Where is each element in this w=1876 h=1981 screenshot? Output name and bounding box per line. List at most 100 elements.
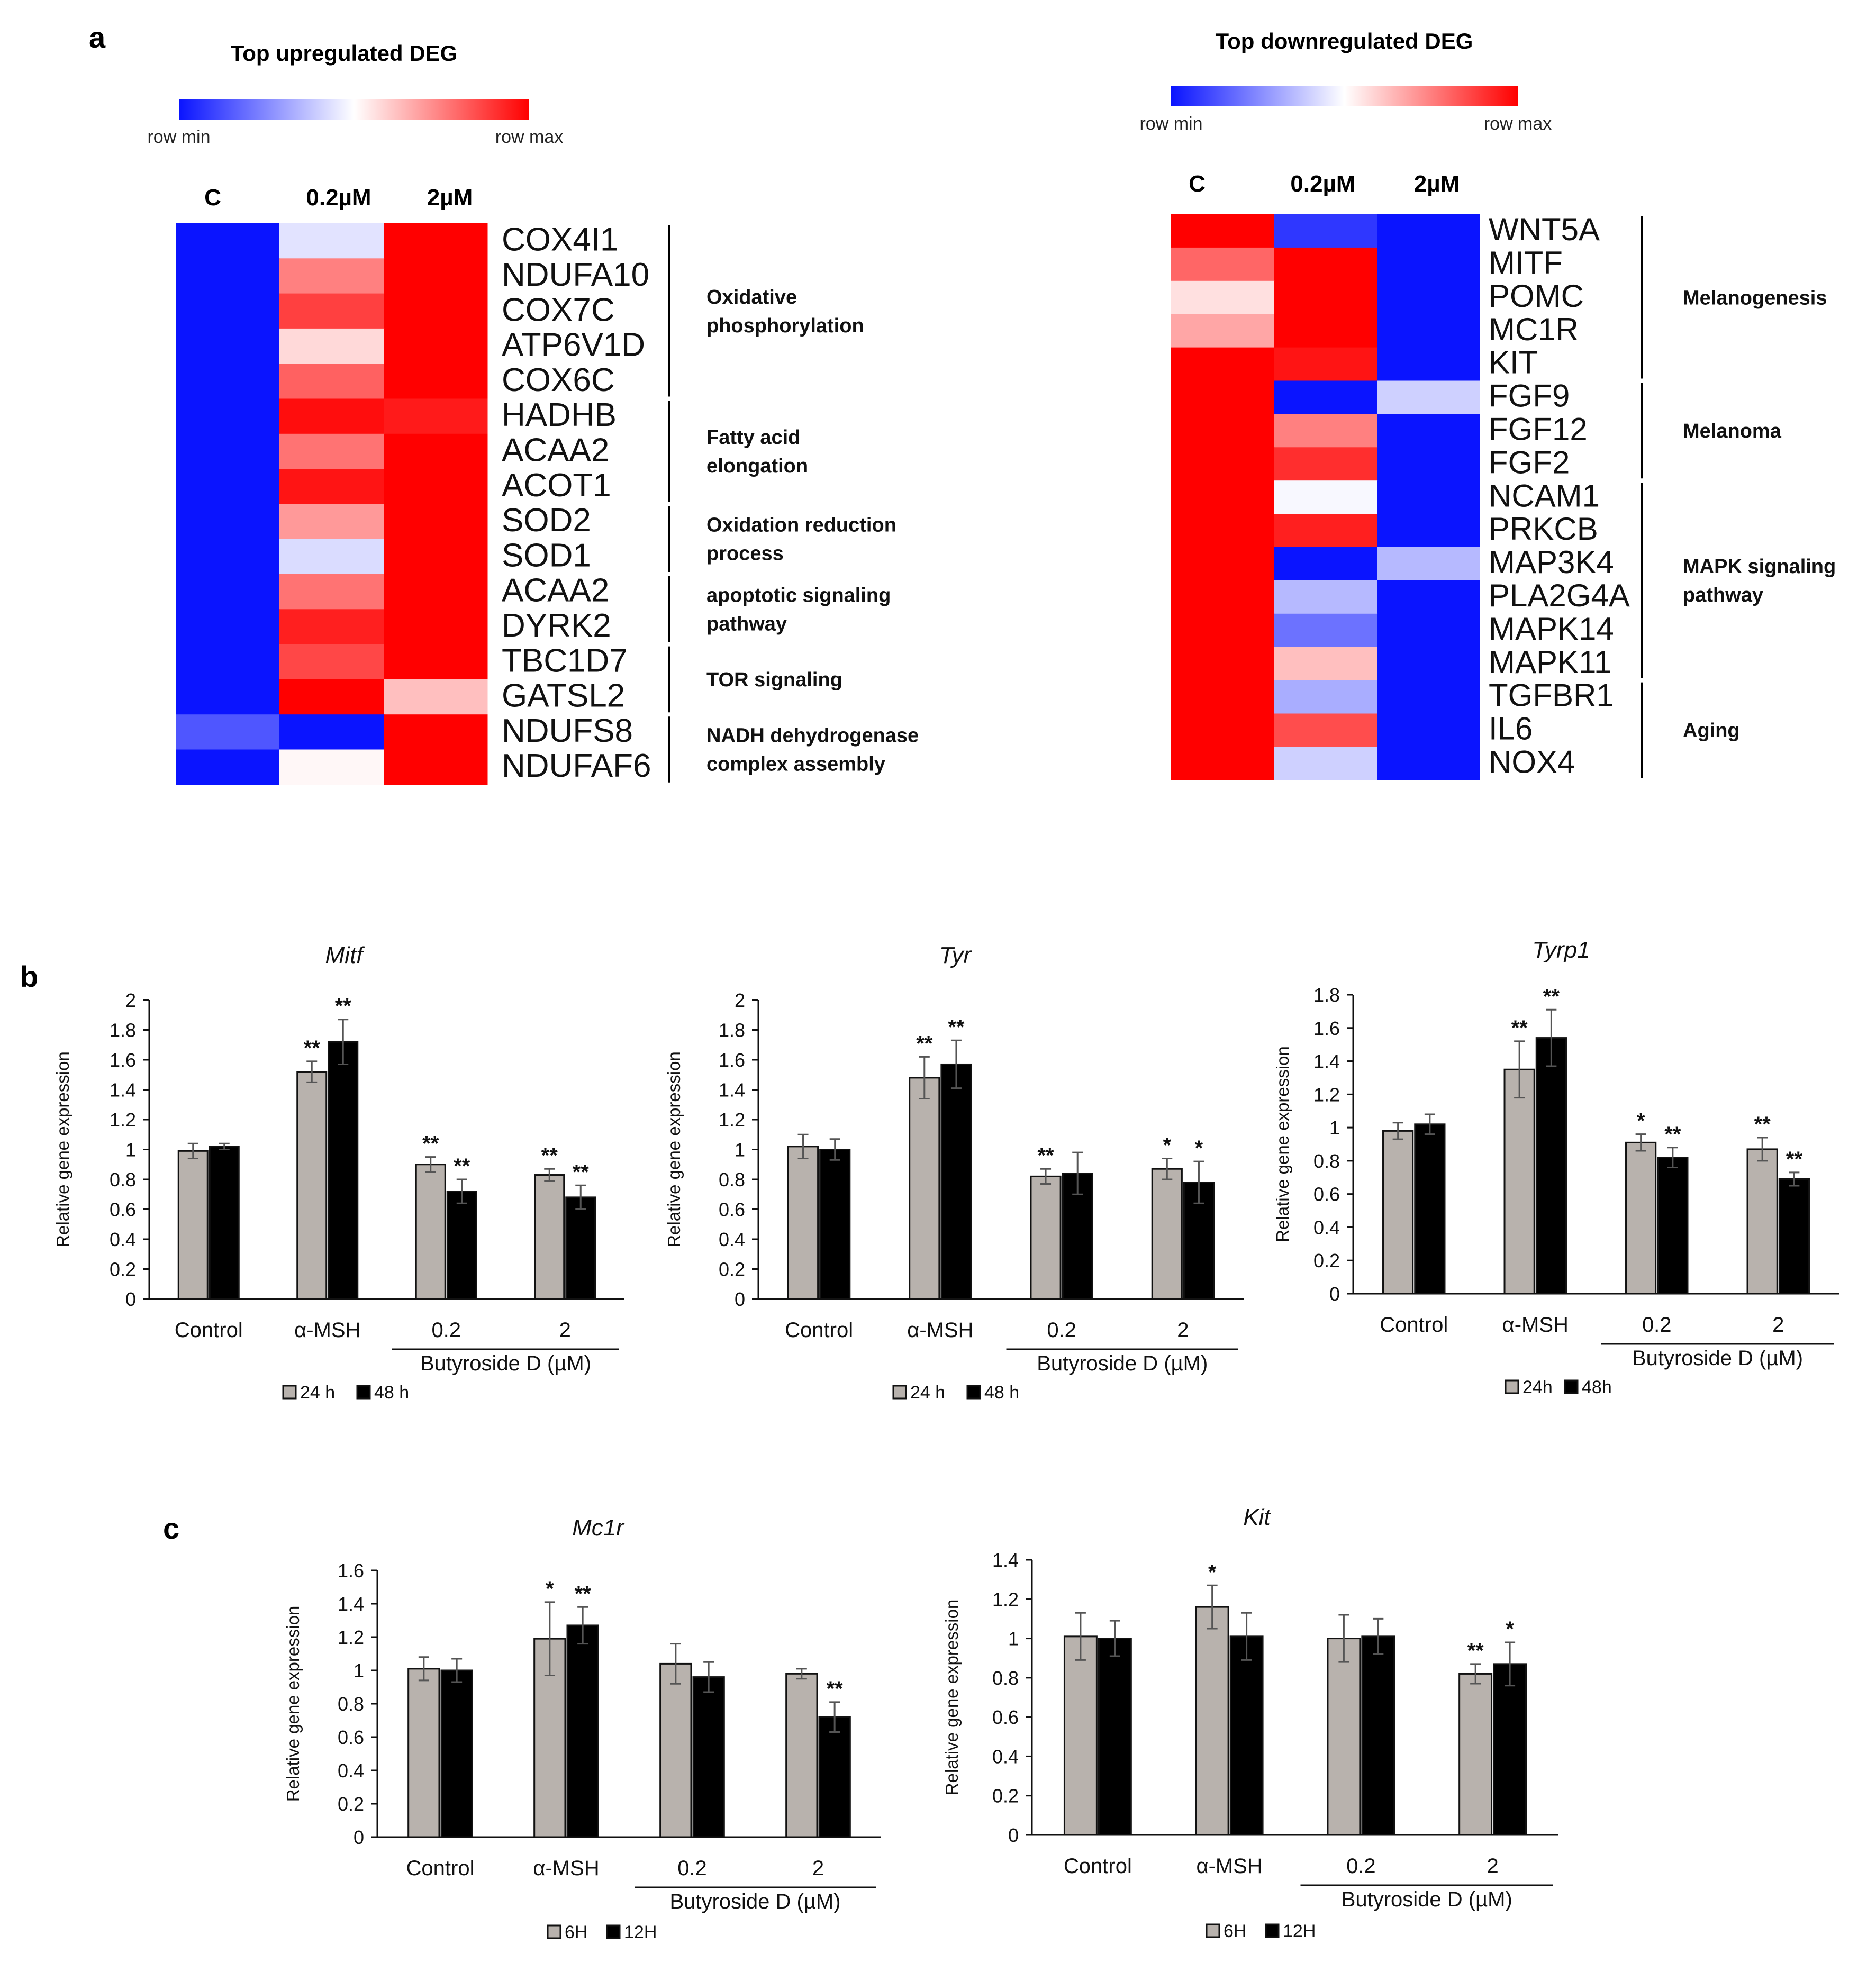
y-tick-label: 2 [125,989,136,1011]
group-label: pathway [706,613,787,635]
y-tick-label: 0.2 [338,1793,364,1815]
gene-label: GATSL2 [502,678,625,714]
chart-title: Mc1r [572,1515,625,1541]
heatmap-cell [1171,647,1275,681]
heatmap-cell [384,714,488,750]
heatmap-cell [1171,480,1275,514]
bar [328,1041,359,1300]
legend-swatch [282,1385,297,1400]
heatmap-cell [384,328,488,364]
y-tick-label: 0.4 [719,1229,745,1250]
legend-label: 48h [1582,1377,1612,1397]
significance-marker: ** [1754,1113,1771,1136]
gene-label: SOD1 [502,537,591,574]
gene-label: NDUFAF6 [502,748,651,784]
y-tick-label: 1.2 [110,1109,136,1131]
heatmap-cell [176,539,280,575]
x-group-label: Butyroside D (µM) [669,1890,840,1913]
bar [534,1174,565,1300]
heatmap-cell [1274,547,1378,581]
chart-tyrp1: Tyrp1 Relative gene expression 0 0.2 0.4 0.6 0… [1273,937,1839,1397]
x-category-label: α-MSH [907,1319,973,1342]
y-tick-label: 1.6 [719,1049,745,1071]
legend-label: 12H [1283,1921,1316,1941]
chart-mc1r: Mc1r Relative gene expression 0 0.2 0.4 0.6 0.… [283,1515,881,1942]
gene-label: IL6 [1489,711,1533,747]
x-category-label: 0.2 [1642,1313,1672,1337]
group-label: NADH dehydrogenase [706,725,919,747]
gene-label: NDUFS8 [502,713,633,749]
y-tick-label: 1.4 [992,1549,1019,1571]
significance-marker: * [1195,1137,1203,1160]
legend-swatch [1564,1379,1579,1394]
heatmap-cell [1274,713,1378,747]
heatmap-cell [1274,680,1378,714]
y-axis-label: Relative gene expression [664,1051,684,1248]
bar [1361,1635,1395,1836]
x-group-label: Butyroside D (µM) [420,1352,591,1375]
y-tick-label: 0.6 [719,1199,745,1221]
bar [659,1662,692,1838]
significance-marker: ** [573,1160,590,1184]
heatmap-cell [384,679,488,715]
x-group-label: Butyroside D (µM) [1342,1888,1512,1911]
heatmap-cell [384,574,488,610]
significance-marker: * [1637,1110,1645,1133]
heatmap-cell [1274,613,1378,648]
heatmap-cell [1171,514,1275,548]
y-axis-label: Relative gene expression [53,1051,72,1248]
bar [1382,1130,1414,1295]
bar [909,1077,940,1300]
x-category-label: 2 [1177,1319,1189,1342]
heatmap-cell [176,679,280,715]
significance-marker: ** [304,1037,321,1060]
bar [565,1196,596,1300]
heatmap-cell [1274,580,1378,614]
gene-label: PRKCB [1489,511,1598,547]
heatmap-cell [1171,680,1275,714]
gene-label: NOX4 [1489,744,1575,779]
bar [940,1063,972,1300]
bar [818,1716,851,1838]
group-label: elongation [706,455,808,477]
y-tick-label: 2 [735,989,745,1011]
y-tick-label: 1 [1008,1628,1019,1650]
colorbar [179,99,529,120]
heatmap-cell [176,364,280,399]
heatmap-cell [279,433,385,469]
gene-label: TBC1D7 [502,642,628,679]
heatmap-cell [1377,514,1480,548]
heatmap-cell [279,714,385,750]
y-tick-label: 1.8 [110,1020,136,1041]
significance-marker: ** [1037,1144,1054,1167]
gene-label: DYRK2 [502,607,611,644]
heatmap-cell [176,469,280,504]
chart-title: Tyr [939,942,973,968]
heatmap-cell [1274,514,1378,548]
group-label: TOR signaling [706,669,842,691]
group-label: pathway [1683,584,1763,606]
heatmap-cell [176,293,280,329]
legend-label: 24h [1522,1377,1553,1397]
y-tick-label: 1.2 [1313,1084,1340,1105]
bar [1414,1123,1446,1295]
y-tick-label: 0 [1008,1824,1019,1846]
heatmap-cell [1377,747,1480,780]
group-label: phosphorylation [706,315,864,337]
heatmap-cell [279,679,385,715]
y-tick-label: 0 [125,1288,136,1310]
heatmap-cell [1171,347,1275,381]
panel-label-b: b [20,960,38,993]
heatmap-cell [1377,414,1480,448]
x-category-label: Control [175,1319,243,1342]
y-tick-label: 1.6 [110,1049,136,1071]
heatmap-cell [384,398,488,434]
heatmap-cell [279,749,385,785]
heatmap-cell [176,714,280,750]
bar [1151,1168,1183,1300]
heatmap-cell [384,644,488,680]
legend-label: 6H [1224,1921,1246,1941]
heatmap-cell [1274,214,1378,248]
gene-label: FGF2 [1489,444,1570,480]
heatmap-cell [176,609,280,645]
